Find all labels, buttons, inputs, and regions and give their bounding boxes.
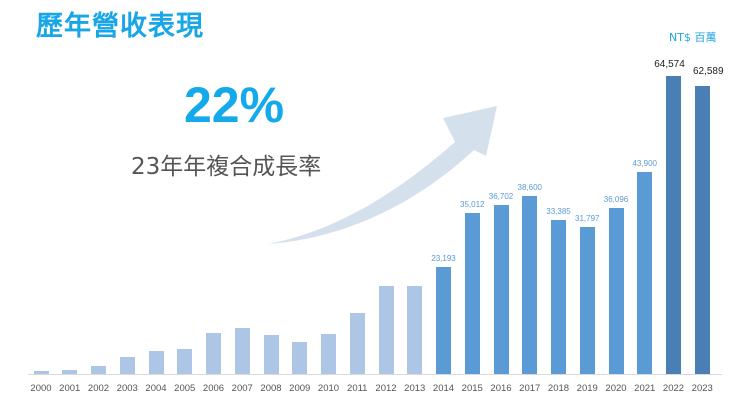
- page-title: 歷年營收表現: [36, 11, 204, 42]
- x-tick-2001: 2001: [59, 383, 81, 394]
- bar-2001: [62, 369, 78, 374]
- bar-2016: [493, 204, 509, 374]
- bar-2002: [91, 365, 106, 374]
- x-tick-2008: 2008: [260, 383, 282, 394]
- bar-2011: [349, 313, 365, 374]
- bar-2023: [694, 85, 710, 374]
- cagr-label: 23年年複合成長率: [131, 154, 322, 180]
- x-tick-2011: 2011: [347, 383, 368, 394]
- bar-2017: [522, 196, 538, 374]
- bar-2015: [464, 212, 480, 374]
- x-tick-2003: 2003: [116, 383, 138, 394]
- x-tick-2004: 2004: [145, 383, 167, 394]
- data-label-2016: 36,702: [488, 191, 514, 201]
- x-tick-2017: 2017: [519, 383, 541, 394]
- data-label-2020: 36,096: [603, 194, 629, 204]
- x-tick-2020: 2020: [605, 383, 627, 394]
- bar-2000: [33, 371, 49, 374]
- bar-2006: [206, 332, 221, 374]
- cagr-value: 22%: [184, 77, 285, 133]
- bar-2014: [436, 267, 451, 374]
- x-tick-2009: 2009: [289, 383, 311, 394]
- x-tick-2010: 2010: [317, 383, 340, 394]
- bar-2004: [148, 351, 164, 374]
- x-tick-2006: 2006: [202, 383, 225, 394]
- x-tick-2015: 2015: [461, 383, 483, 394]
- x-tick-2002: 2002: [87, 383, 110, 394]
- bar-2022: [666, 76, 681, 374]
- data-label-2022: 64,574: [654, 59, 685, 71]
- bar-2012: [378, 285, 394, 374]
- unit-label: NT$ 百萬: [669, 31, 717, 44]
- bar-2021: [637, 171, 653, 374]
- x-tick-2021: 2021: [634, 383, 656, 394]
- data-label-2015: 35,012: [460, 199, 485, 209]
- bar-2009: [292, 342, 308, 374]
- x-axis-line: [28, 374, 722, 375]
- bar-2007: [234, 327, 250, 374]
- x-tick-2007: 2007: [231, 383, 253, 394]
- x-tick-2000: 2000: [30, 383, 52, 394]
- data-label-2014: 23,193: [431, 254, 456, 264]
- bar-2005: [177, 348, 193, 374]
- x-tick-2018: 2018: [547, 383, 570, 394]
- data-label-2017: 38,600: [517, 183, 542, 193]
- bar-2013: [407, 286, 423, 374]
- data-label-2021: 43,900: [632, 158, 657, 168]
- bar-2020: [608, 207, 624, 374]
- x-tick-2005: 2005: [174, 383, 196, 394]
- data-label-2019: 31,797: [575, 214, 600, 224]
- bar-2018: [551, 220, 566, 374]
- x-tick-2023: 2023: [691, 383, 713, 394]
- bar-2019: [579, 227, 595, 374]
- data-label-2023: 62,589: [692, 65, 724, 77]
- data-label-2018: 33,385: [546, 207, 571, 217]
- x-tick-2014: 2014: [432, 383, 455, 394]
- x-tick-2022: 2022: [662, 383, 685, 394]
- x-tick-2016: 2016: [490, 383, 512, 394]
- x-tick-2019: 2019: [576, 383, 598, 394]
- bar-2003: [119, 356, 135, 374]
- x-tick-2013: 2013: [404, 383, 426, 394]
- bar-2010: [321, 333, 336, 374]
- bar-2008: [263, 334, 279, 374]
- x-tick-2012: 2012: [375, 383, 397, 394]
